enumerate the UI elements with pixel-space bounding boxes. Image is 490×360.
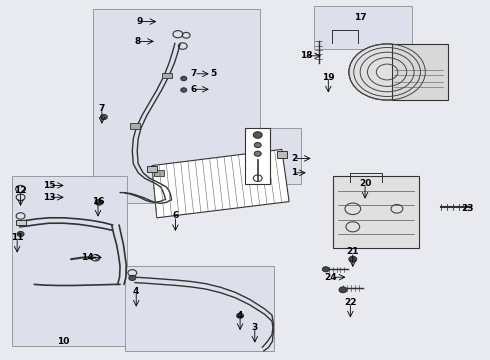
- Text: 4: 4: [133, 287, 140, 296]
- Circle shape: [349, 44, 425, 100]
- Text: 18: 18: [300, 51, 313, 60]
- Bar: [93, 9, 260, 203]
- Polygon shape: [152, 149, 289, 218]
- Text: 20: 20: [359, 179, 371, 188]
- Text: 2: 2: [291, 154, 297, 163]
- Bar: [245, 128, 270, 184]
- Circle shape: [237, 313, 244, 318]
- Text: 7: 7: [98, 104, 105, 113]
- Bar: [162, 73, 172, 78]
- Bar: [125, 266, 274, 351]
- Circle shape: [181, 88, 187, 92]
- Bar: [277, 151, 287, 158]
- Bar: [12, 176, 127, 346]
- Text: 23: 23: [462, 204, 474, 213]
- Bar: [130, 123, 140, 129]
- Text: 17: 17: [354, 13, 367, 22]
- Circle shape: [100, 114, 107, 120]
- Text: 10: 10: [57, 338, 70, 346]
- Bar: [392, 44, 448, 100]
- Text: 19: 19: [322, 73, 335, 82]
- Text: 4: 4: [237, 310, 244, 320]
- Circle shape: [254, 151, 261, 156]
- Text: 6: 6: [191, 85, 197, 94]
- Text: 21: 21: [346, 248, 359, 256]
- Circle shape: [129, 275, 136, 280]
- Bar: [333, 176, 419, 248]
- Circle shape: [181, 76, 187, 81]
- Text: 9: 9: [136, 17, 143, 26]
- Bar: [16, 220, 26, 225]
- Circle shape: [254, 143, 261, 148]
- Text: 8: 8: [134, 37, 140, 46]
- Text: 12: 12: [14, 186, 27, 195]
- Circle shape: [339, 287, 347, 293]
- Circle shape: [253, 132, 262, 138]
- Text: 1: 1: [291, 168, 297, 177]
- Bar: [154, 170, 164, 176]
- Bar: [245, 128, 301, 184]
- Bar: [314, 6, 412, 49]
- Text: 24: 24: [324, 273, 337, 282]
- Text: 5: 5: [210, 69, 216, 78]
- Bar: [147, 166, 157, 172]
- Circle shape: [95, 199, 103, 205]
- Text: 6: 6: [172, 211, 178, 220]
- Text: 13: 13: [43, 193, 55, 202]
- Text: 22: 22: [344, 298, 357, 307]
- Text: 14: 14: [81, 253, 94, 262]
- Circle shape: [322, 267, 329, 272]
- Text: 3: 3: [252, 323, 258, 332]
- Text: 15: 15: [43, 181, 55, 190]
- Text: 7: 7: [191, 69, 197, 78]
- Circle shape: [17, 231, 24, 237]
- Text: 16: 16: [92, 197, 104, 206]
- Text: 11: 11: [11, 233, 24, 242]
- Circle shape: [349, 256, 357, 262]
